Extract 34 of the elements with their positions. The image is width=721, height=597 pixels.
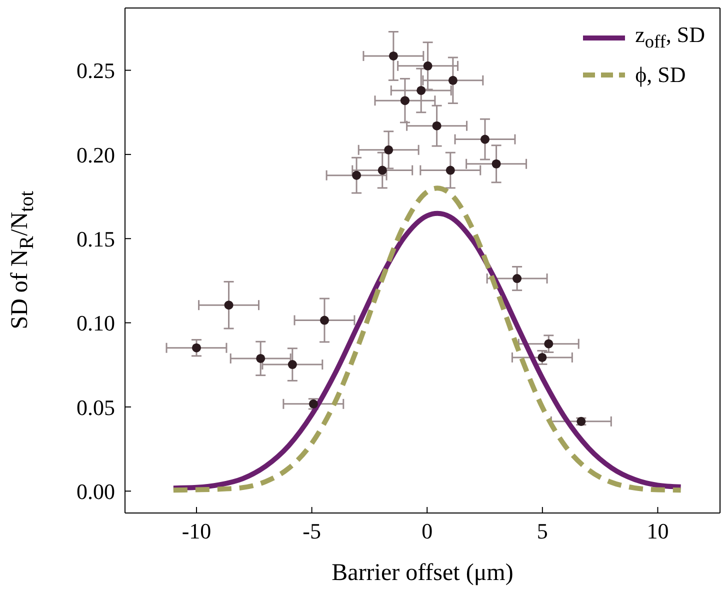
point bbox=[446, 166, 455, 175]
x-tick-label: 5 bbox=[536, 518, 548, 544]
point bbox=[492, 159, 501, 168]
y-tick-label: 0.10 bbox=[76, 310, 115, 336]
point bbox=[512, 274, 522, 284]
point bbox=[432, 121, 442, 130]
x-tick-label: 10 bbox=[646, 518, 669, 544]
point bbox=[256, 354, 266, 363]
y-tick-label: 0.05 bbox=[76, 394, 115, 420]
y-tick-label: 0.25 bbox=[76, 58, 115, 84]
legend-label: ϕ, SD bbox=[635, 61, 686, 90]
point bbox=[288, 360, 297, 370]
x-tick-label: -5 bbox=[302, 518, 321, 544]
point bbox=[224, 300, 234, 310]
y-tick-label: 0.20 bbox=[76, 142, 115, 168]
legend-label: z$_{off}$, SD bbox=[635, 21, 705, 54]
point bbox=[480, 134, 490, 144]
point bbox=[400, 96, 410, 106]
point bbox=[192, 343, 202, 352]
point bbox=[388, 51, 398, 60]
point bbox=[448, 76, 458, 85]
point bbox=[320, 316, 329, 325]
point bbox=[416, 86, 426, 95]
point bbox=[544, 339, 554, 348]
x-tick-label: -10 bbox=[182, 518, 212, 544]
point bbox=[378, 166, 387, 175]
point bbox=[538, 352, 547, 362]
point bbox=[384, 145, 394, 154]
x-axis-title: Barrier offset (μm) bbox=[330, 560, 514, 587]
y-tick-label: 0.00 bbox=[76, 478, 115, 504]
y-tick-label: 0.15 bbox=[76, 226, 115, 252]
point bbox=[423, 61, 432, 70]
point bbox=[352, 170, 362, 180]
x-tick-label: 0 bbox=[422, 518, 433, 544]
